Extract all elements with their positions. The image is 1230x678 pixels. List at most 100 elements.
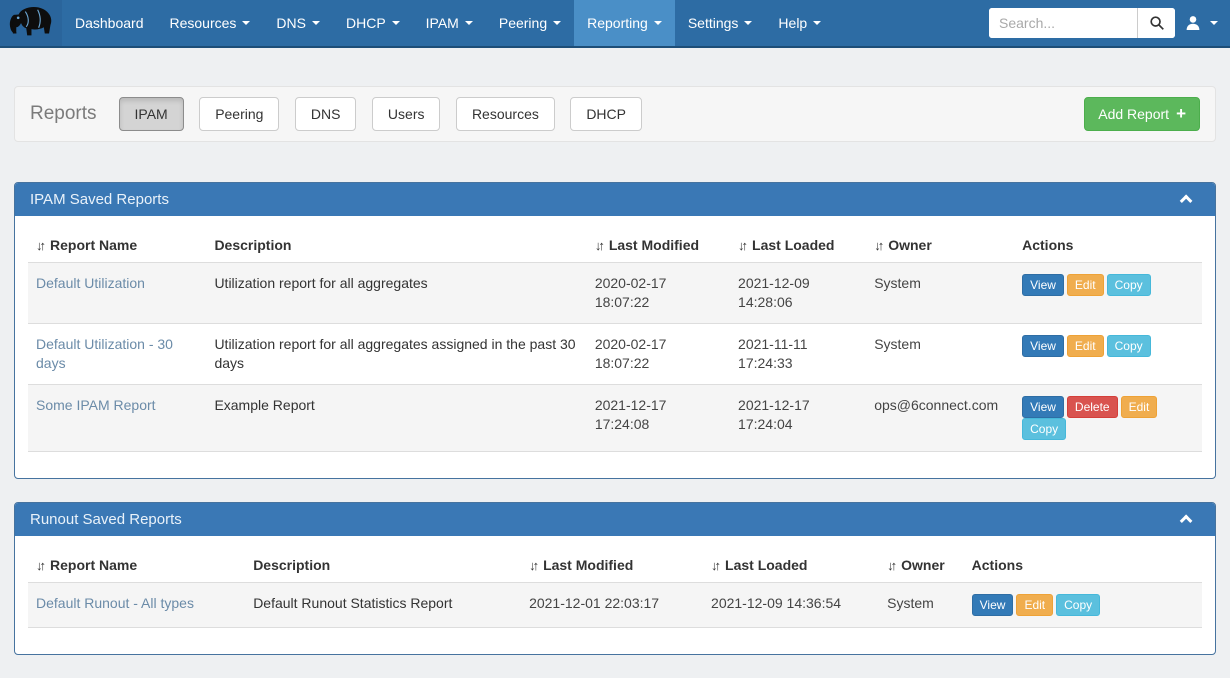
delete-button[interactable]: Delete [1066,396,1118,418]
last-loaded-value: 2021-12-09 14:28:06 [738,275,810,310]
report-description: Example Report [214,397,315,413]
nav-item-label: Resources [169,15,237,31]
edit-button[interactable]: Edit [1066,335,1104,357]
nav-item-label: Help [778,15,808,31]
column-header-label: Description [214,237,292,253]
caret-down-icon [311,21,320,25]
report-description: Utilization report for all aggregates [214,275,428,291]
table-header-row: ↓↑ Report Name Description ↓↑ Last Modifie… [28,548,1202,583]
nav-item-ipam[interactable]: IPAM [413,0,486,46]
chevron-up-icon[interactable] [1179,514,1193,528]
report-name-link[interactable]: Some IPAM Report [36,397,156,413]
panel-header[interactable]: IPAM Saved Reports [15,183,1215,216]
page-title: Reports [30,103,97,124]
nav-item-dashboard[interactable]: Dashboard [62,0,157,46]
edit-button[interactable]: Edit [1016,594,1054,616]
report-name-link[interactable]: Default Utilization - 30 days [36,336,173,371]
nav-item-help[interactable]: Help [765,0,834,46]
tab-dns[interactable]: DNS [294,97,357,131]
last-loaded-value: 2021-12-09 14:36:54 [711,595,842,611]
column-last-loaded[interactable]: ↓↑ Last Loaded [730,228,867,263]
caret-down-icon [1210,21,1218,25]
sort-icon: ↓↑ [36,238,46,253]
search-input[interactable] [989,8,1137,38]
nav-item-settings[interactable]: Settings [675,0,766,46]
view-button[interactable]: View [1022,335,1064,357]
column-header-label: Actions [1022,237,1074,253]
view-button[interactable]: View [971,594,1014,616]
column-header-label: Last Loaded [725,557,808,573]
sort-icon: ↓↑ [36,558,46,573]
caret-down-icon [553,21,562,25]
nav-item-resources[interactable]: Resources [157,0,264,46]
copy-button[interactable]: Copy [1056,594,1101,616]
tab-peering[interactable]: Peering [199,97,280,131]
column-description: Description [206,228,587,263]
column-report-name[interactable]: ↓↑ Report Name [28,548,246,583]
last-modified-value: 2021-12-17 17:24:08 [594,397,667,432]
nav-item-dns[interactable]: DNS [263,0,333,46]
nav-item-reporting[interactable]: Reporting [574,0,675,46]
copy-button[interactable]: Copy [1106,274,1151,296]
row-actions: View Edit Copy [1014,324,1202,385]
column-header-label: Report Name [50,557,138,573]
column-header-label: Last Loaded [752,237,835,253]
tab-resources[interactable]: Resources [455,97,555,131]
column-owner[interactable]: ↓↑ Owner [866,228,1015,263]
nav-item-label: Dashboard [75,15,144,31]
edit-button[interactable]: Edit [1120,396,1158,418]
column-header-label: Actions [971,557,1023,573]
nav-item-label: DNS [276,15,306,31]
column-header-label: Report Name [50,237,138,253]
column-description: Description [245,548,522,583]
search-button[interactable] [1137,8,1175,38]
panel-title: IPAM Saved Reports [30,191,169,208]
column-header-label: Last Modified [608,237,700,253]
report-name-link[interactable]: Default Runout - All types [36,595,194,611]
report-owner: System [887,595,934,611]
chevron-up-icon[interactable] [1179,194,1193,208]
nav-item-label: Reporting [587,15,648,31]
nav-item-dhcp[interactable]: DHCP [333,0,413,46]
report-name-link[interactable]: Default Utilization [36,275,145,291]
sort-icon: ↓↑ [529,558,539,573]
copy-button[interactable]: Copy [1106,335,1151,357]
column-owner[interactable]: ↓↑ Owner [879,548,964,583]
add-report-button[interactable]: Add Report + [1084,97,1200,131]
last-modified-value: 2020-02-17 18:07:22 [594,275,667,310]
edit-button[interactable]: Edit [1066,274,1104,296]
column-actions: Actions [1014,228,1202,263]
sort-icon: ↓↑ [874,238,884,253]
report-description: Default Runout Statistics Report [253,595,453,611]
add-report-label: Add Report [1098,106,1170,122]
view-button[interactable]: View [1022,396,1064,418]
row-actions: View Delete Edit Copy [1014,385,1202,452]
last-modified-value: 2021-12-01 22:03:17 [529,595,660,611]
view-button[interactable]: View [1022,274,1064,296]
tab-ipam[interactable]: IPAM [118,97,184,131]
column-header-label: Owner [901,557,945,573]
column-last-modified[interactable]: ↓↑ Last Modified [521,548,704,583]
panel-header[interactable]: Runout Saved Reports [15,503,1215,536]
tab-users[interactable]: Users [371,97,441,131]
brand-logo[interactable] [0,0,62,46]
column-report-name[interactable]: ↓↑ Report Name [28,228,207,263]
caret-down-icon [813,21,822,25]
plus-icon: + [1176,104,1186,123]
panel-runout-saved-reports: Runout Saved Reports ↓↑ Report Name Descr… [14,502,1216,655]
nav-item-label: Settings [687,15,739,31]
user-menu[interactable] [1185,15,1218,31]
caret-down-icon [653,21,662,25]
column-header-label: Last Modified [543,557,634,573]
column-last-loaded[interactable]: ↓↑ Last Loaded [703,548,880,583]
tab-dhcp[interactable]: DHCP [570,97,642,131]
nav-item-label: Peering [498,15,548,31]
nav-item-peering[interactable]: Peering [486,0,574,46]
last-loaded-value: 2021-12-17 17:24:04 [738,397,810,432]
saved-report-panels: IPAM Saved Reports ↓↑ Report Name Descrip… [0,182,1230,655]
column-last-modified[interactable]: ↓↑ Last Modified [586,228,731,263]
copy-button[interactable]: Copy [1022,418,1067,440]
table-row: Default Utilization - 30 days Utilizatio… [28,324,1202,385]
panel-ipam-saved-reports: IPAM Saved Reports ↓↑ Report Name Descrip… [14,182,1216,479]
report-description: Utilization report for all aggregates as… [214,336,576,371]
